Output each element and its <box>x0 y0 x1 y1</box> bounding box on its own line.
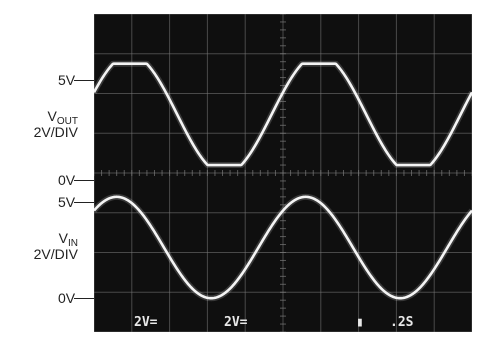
vout-scale-label: 2V/DIV <box>33 124 78 140</box>
vin-0v-tick <box>74 298 94 299</box>
vin-5v-label: 5V <box>58 194 76 210</box>
trace-vout <box>94 62 472 167</box>
vin-label-main: V <box>58 230 68 246</box>
vout-label-sub: OUT <box>56 116 78 127</box>
vin-0v-label: 0V <box>58 290 76 306</box>
trigger-marker: ▮ <box>356 315 364 330</box>
scope-readout: 2V= 2V= ▮ .2S <box>134 315 414 330</box>
vout-label: VOUT <box>8 108 78 130</box>
vout-5v-label: 5V <box>58 72 76 88</box>
vin-5v-tick <box>74 202 94 203</box>
vout-0v-tick <box>74 180 94 181</box>
vout-0v-label: 0V <box>58 172 76 188</box>
vin-scale-label: 2V/DIV <box>33 246 78 262</box>
ch1-scale-readout: 2V= <box>134 315 158 330</box>
vin-label: VIN <box>8 230 78 252</box>
vin-label-sub: IN <box>68 238 78 249</box>
ch2-scale-readout: 2V= <box>224 315 248 330</box>
vout-label-main: V <box>47 108 57 124</box>
vout-5v-tick <box>74 80 94 81</box>
timebase-readout: .2S <box>390 315 414 330</box>
trace-vin <box>94 195 472 300</box>
graticule <box>94 14 472 332</box>
oscilloscope-screen: 2V= 2V= ▮ .2S <box>94 14 472 332</box>
traces <box>94 60 472 302</box>
